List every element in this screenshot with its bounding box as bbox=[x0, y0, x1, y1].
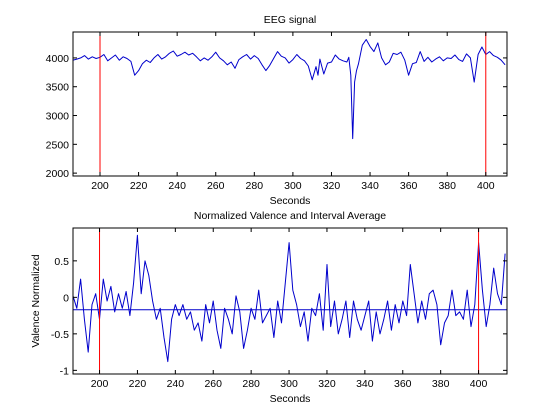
valence-x-tick-label: 240 bbox=[167, 378, 185, 390]
valence-axes-box bbox=[72, 227, 508, 375]
eeg-x-tick-label: 340 bbox=[361, 180, 379, 192]
eeg-y-tick-label: 2000 bbox=[46, 168, 70, 180]
eeg-x-tick-label: 380 bbox=[438, 180, 456, 192]
valence-series-line bbox=[73, 234, 506, 363]
valence-x-tick-label: 380 bbox=[432, 378, 450, 390]
valence-title: Normalized Valence and Interval Average bbox=[194, 210, 386, 222]
eeg-y-tick-label: 2500 bbox=[46, 139, 70, 151]
valence-y-tick-label: -0.5 bbox=[51, 329, 69, 341]
valence-y-label: Valence Normalized bbox=[30, 254, 42, 347]
valence-x-tick-label: 400 bbox=[470, 378, 488, 390]
eeg-title: EEG signal bbox=[264, 14, 317, 26]
eeg-x-tick-label: 220 bbox=[130, 180, 148, 192]
eeg-x-tick-label: 260 bbox=[207, 180, 225, 192]
valence-y-tick-label: 0 bbox=[63, 292, 69, 304]
eeg-x-tick-label: 200 bbox=[91, 180, 109, 192]
eeg-axes-box bbox=[72, 31, 508, 177]
eeg-x-tick-label: 360 bbox=[400, 180, 418, 192]
valence-panel: Normalized Valence and Interval Average … bbox=[30, 210, 508, 405]
valence-x-tick-label: 200 bbox=[91, 378, 109, 390]
eeg-x-tick-label: 240 bbox=[168, 180, 186, 192]
eeg-series-line bbox=[73, 39, 506, 140]
eeg-x-tick-label: 400 bbox=[477, 180, 495, 192]
eeg-y-tick-label: 3000 bbox=[46, 111, 70, 123]
eeg-y-tick-label: 3500 bbox=[46, 82, 70, 94]
valence-x-label: Seconds bbox=[270, 393, 311, 405]
eeg-y-tick-label: 4000 bbox=[46, 53, 70, 65]
valence-y-tick-label: -1 bbox=[60, 365, 69, 377]
valence-x-tick-label: 340 bbox=[356, 378, 374, 390]
eeg-x-tick-label: 320 bbox=[323, 180, 341, 192]
eeg-x-tick-label: 280 bbox=[246, 180, 264, 192]
eeg-x-label: Seconds bbox=[270, 195, 311, 207]
valence-x-tick-label: 300 bbox=[280, 378, 298, 390]
eeg-signal-panel: EEG signal Seconds 200 220 240 260 280 300 320… bbox=[46, 14, 508, 207]
valence-x-tick-label: 320 bbox=[318, 378, 336, 390]
valence-x-tick-label: 280 bbox=[242, 378, 260, 390]
valence-x-tick-label: 360 bbox=[394, 378, 412, 390]
valence-y-tick-label: 0.5 bbox=[54, 256, 69, 268]
eeg-x-tick-label: 300 bbox=[284, 180, 302, 192]
valence-x-tick-label: 260 bbox=[204, 378, 222, 390]
valence-x-tick-label: 220 bbox=[129, 378, 147, 390]
